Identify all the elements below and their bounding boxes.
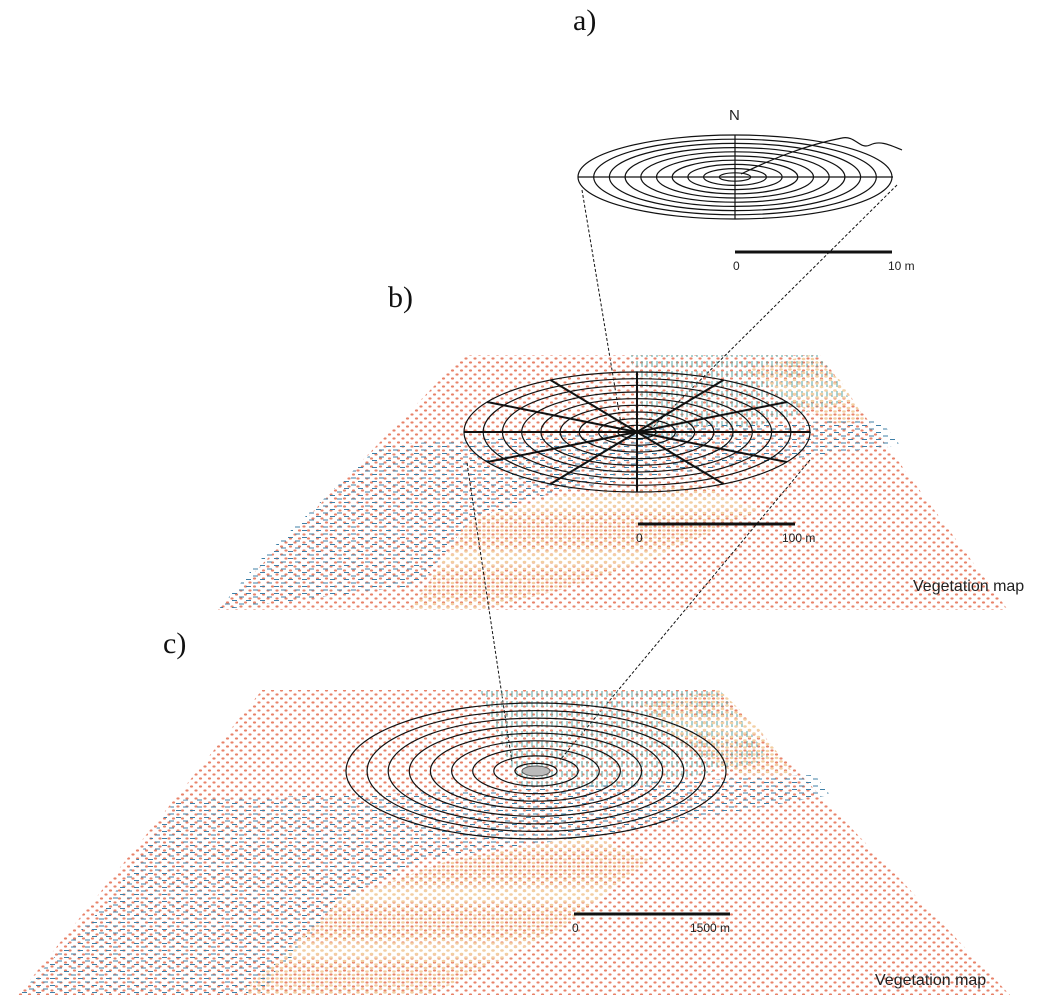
- radial-spokes-b: [464, 372, 810, 492]
- plot-diagram-a: N: [577, 107, 903, 220]
- vegetation-tan-zone-c-lower: [240, 835, 650, 995]
- scale-c-end: 1500 m: [690, 921, 730, 935]
- scale-a-end: 10 m: [888, 259, 915, 273]
- ring-c-5: [429, 732, 643, 810]
- map-label-b: Vegetation map: [913, 578, 1024, 595]
- vegetation-tan-zone-b-lower: [410, 485, 760, 610]
- spoke-b-12: [636, 401, 787, 433]
- north-label: N: [729, 107, 740, 124]
- ring-c-4: [451, 740, 622, 802]
- center-plot-c: [521, 765, 551, 777]
- panel-b-label: b): [388, 281, 413, 314]
- panel-c-label: c): [163, 627, 186, 660]
- scale-bar-b: 0 100 m: [636, 522, 815, 545]
- vegetation-map-b: Vegetation map: [218, 355, 1024, 610]
- ring-c-7: [387, 717, 685, 825]
- concentric-rings-c: [345, 702, 727, 840]
- spoke-b-2: [636, 431, 787, 463]
- spoke-b-3: [636, 431, 725, 485]
- vegetation-tan-zone-b-upper: [745, 355, 866, 425]
- ring-c-8: [366, 709, 706, 832]
- spoke-b-11: [636, 379, 725, 433]
- ring-c-6: [408, 725, 664, 817]
- spoke-b-9: [549, 379, 638, 433]
- scale-a-start: 0: [733, 259, 740, 273]
- vegetation-blue-zone-b: [218, 420, 900, 610]
- vegetation-tan-zone-c-upper: [640, 690, 795, 775]
- spoke-b-5: [549, 431, 638, 485]
- projection-line-a-b-right: [649, 184, 898, 431]
- tail-line: [740, 137, 903, 175]
- ring-c-9: [345, 702, 727, 840]
- ring-c-2: [493, 755, 579, 787]
- scale-b-start: 0: [636, 531, 643, 545]
- scale-c-start: 0: [572, 921, 579, 935]
- spoke-b-8: [487, 401, 638, 433]
- scale-bar-a: 0 10 m: [733, 250, 915, 273]
- scale-b-end: 100 m: [782, 531, 815, 545]
- spoke-b-6: [487, 431, 638, 463]
- panel-a-label: a): [573, 4, 596, 37]
- map-label-c: Vegetation map: [875, 972, 986, 989]
- vegetation-blue-zone-c: [18, 775, 830, 995]
- vegetation-map-c: Vegetation map: [18, 690, 1010, 995]
- scale-bar-c: 0 1500 m: [572, 912, 730, 935]
- ring-c-1: [514, 762, 558, 780]
- ring-c-3: [472, 747, 600, 795]
